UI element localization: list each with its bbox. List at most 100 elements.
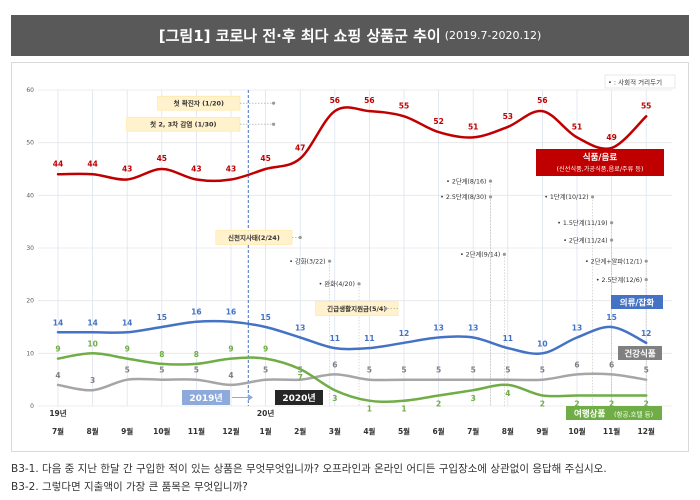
data-label-travel: 9 <box>125 345 130 354</box>
event-label: • 1.5단계(11/19) <box>557 218 607 227</box>
event-box-label: 긴급생활지원금(5/4) <box>327 304 386 313</box>
data-label-health: 5 <box>471 366 476 375</box>
data-label-fashion: 14 <box>53 318 63 327</box>
legend-note: • : 사회적 거리두기 <box>608 78 662 87</box>
y-tick-label: 0 <box>30 403 34 410</box>
y-tick-label: 30 <box>26 245 34 252</box>
event-label: • 2.5단계(8/30) <box>440 192 486 201</box>
data-label-travel: 1 <box>401 405 406 414</box>
series-label-box-health <box>618 346 662 360</box>
year-box-arrow-head <box>248 394 253 401</box>
data-label-food: 44 <box>53 159 63 168</box>
x-tick-label: 2월 <box>294 426 306 436</box>
data-label-food: 47 <box>295 143 305 152</box>
data-label-fashion: 15 <box>606 313 616 322</box>
x-tick-label: 10월 <box>568 426 585 436</box>
data-label-health: 5 <box>159 366 164 375</box>
data-label-food: 44 <box>87 159 97 168</box>
event-dot <box>328 259 332 263</box>
data-label-travel: 4 <box>505 389 510 398</box>
data-label-food: 55 <box>399 101 409 110</box>
y-tick-label: 10 <box>26 350 34 357</box>
data-label-health: 3 <box>90 376 95 385</box>
year-marker: 19년 <box>49 408 66 418</box>
series-sublabel-food: (신선식품,가공식품,음료/주류 등) <box>557 165 644 173</box>
event-dot <box>488 179 493 183</box>
data-label-fashion: 15 <box>157 313 167 322</box>
year-box-2019-label: 2019년 <box>189 392 222 404</box>
event-dot <box>488 195 493 199</box>
y-tick-label: 50 <box>26 140 34 147</box>
data-label-travel: 10 <box>87 339 97 348</box>
data-label-fashion: 10 <box>537 339 547 348</box>
x-tick-label: 9월 <box>121 426 133 436</box>
x-tick-label: 12월 <box>638 426 655 436</box>
event-dot <box>357 282 361 286</box>
x-tick-label: 5월 <box>398 426 410 436</box>
data-label-food: 56 <box>364 96 374 105</box>
event-dot <box>644 259 648 263</box>
data-label-food: 56 <box>330 96 340 105</box>
event-dot <box>590 195 595 199</box>
year-box-2019 <box>182 390 230 405</box>
data-label-fashion: 15 <box>260 313 270 322</box>
event-label: • 완화(4/20) <box>319 280 355 288</box>
data-label-fashion: 14 <box>122 318 132 327</box>
event-dot <box>384 306 388 311</box>
series-label-box-fashion <box>611 295 663 309</box>
footnote-1: B3-1. 다음 중 지난 한달 간 구입한 적이 있는 상품은 무엇무엇입니까… <box>11 463 607 475</box>
year-box-2020-label: 2020년 <box>282 392 315 404</box>
data-label-fashion: 14 <box>87 318 97 327</box>
data-label-fashion: 11 <box>503 334 513 343</box>
data-label-food: 51 <box>468 122 478 131</box>
x-tick-label: 7월 <box>52 426 64 436</box>
event-dot <box>272 122 276 126</box>
data-label-health: 5 <box>401 366 406 375</box>
event-box-label: 첫 확진자 (1/20) <box>174 99 224 108</box>
x-tick-label: 11월 <box>188 426 205 436</box>
x-tick-label: 8월 <box>87 426 99 436</box>
event-dot <box>610 238 614 242</box>
data-label-food: 51 <box>572 122 582 131</box>
event-box-label: 신천지사태(2/24) <box>228 233 280 242</box>
data-label-fashion: 11 <box>364 334 374 343</box>
data-label-food: 43 <box>122 165 132 174</box>
legend-note-box <box>604 74 676 89</box>
line-chart: 0 10 20 30 40 50 60 7월 8월 9월 10월 11월 12월 1월 2월 3월 4월 5월 6월… <box>26 74 676 436</box>
data-label-health: 5 <box>125 366 130 375</box>
series-label-food: 식품/음료 <box>583 152 618 163</box>
data-label-travel: 8 <box>194 350 199 359</box>
data-label-food: 45 <box>260 154 270 163</box>
y-tick-label: 40 <box>26 192 34 199</box>
data-label-health: 5 <box>436 366 441 375</box>
event-label: • 2단계+알파(12/1) <box>585 256 642 265</box>
series-label-fashion: 의류/잡화 <box>620 298 655 309</box>
event-label: • 2.5단계(12/6) <box>596 275 642 284</box>
data-label-food: 45 <box>157 154 167 163</box>
footnote-2: B3-2. 그렇다면 지출액이 가장 큰 품목은 무엇입니까? <box>11 481 248 493</box>
data-label-fashion: 13 <box>295 324 305 333</box>
x-tick-label: 9월 <box>536 426 548 436</box>
data-label-food: 53 <box>503 112 513 121</box>
data-label-health: 5 <box>367 366 372 375</box>
data-label-fashion: 12 <box>399 329 409 338</box>
data-label-food: 43 <box>191 165 201 174</box>
series-label-health: 건강식품 <box>624 349 655 360</box>
series-label-box-travel <box>566 406 662 420</box>
title-bar: [그림1] 코로나 전·후 최다 쇼핑 상품군 추이 (2019.7-2020.… <box>11 15 689 56</box>
series-line-fashion <box>56 319 648 355</box>
event-dot <box>644 278 648 282</box>
data-label-fashion: 13 <box>572 324 582 333</box>
data-label-health: 6 <box>332 360 337 369</box>
event-dot <box>298 235 302 240</box>
event-label: • 2단계(8/16) <box>446 176 486 185</box>
x-tick-label: 11월 <box>603 426 620 436</box>
event-label: • 1단계(10/12) <box>544 192 588 201</box>
data-label-travel: 2 <box>644 399 649 408</box>
data-label-fashion: 16 <box>226 308 236 317</box>
data-label-food: 56 <box>537 96 547 105</box>
event-label: • 2단계(9/14) <box>460 250 500 259</box>
data-label-health: 4 <box>55 371 60 380</box>
series-line-travel <box>56 352 648 403</box>
data-label-travel: 1 <box>367 405 372 414</box>
